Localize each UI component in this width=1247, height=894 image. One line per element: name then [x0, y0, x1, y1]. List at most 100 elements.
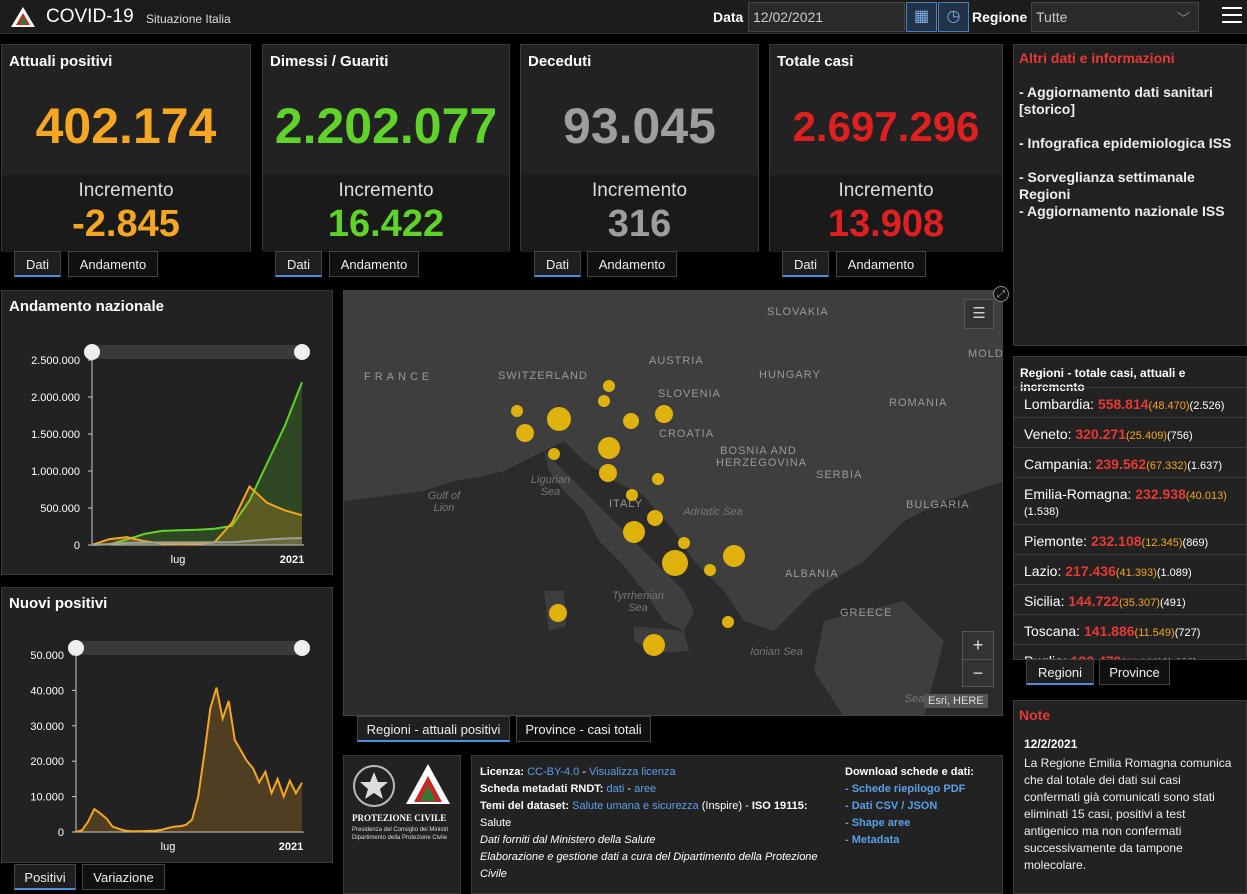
card-increment-label: Incremento [338, 180, 434, 201]
region-select[interactable]: Tutte ﹀ [1031, 2, 1199, 32]
download-metadata-link[interactable]: - Metadata [845, 834, 900, 846]
tab-dati[interactable]: Dati [782, 251, 829, 277]
tab-province-casi-totali[interactable]: Province - casi totali [516, 716, 651, 742]
tab-variazione[interactable]: Variazione [82, 864, 165, 890]
map-label-moldova: MOLD [968, 348, 1003, 360]
download-shape-link[interactable]: - Shape aree [845, 817, 911, 829]
region-name: Puglia: [1024, 653, 1067, 659]
info-link-storico[interactable]: - Aggiornamento dati sanitari [storico] [1019, 84, 1213, 117]
tab-regioni-attuali-positivi[interactable]: Regioni - attuali positivi [357, 716, 510, 742]
card-value: 402.174 [35, 98, 217, 154]
tab-regioni[interactable]: Regioni [1026, 659, 1094, 685]
licenza-link[interactable]: CC-BY-4.0 [527, 766, 580, 778]
region-row[interactable]: Sicilia: 144.722(35.307)(491) [1014, 584, 1246, 617]
map-bubble[interactable] [652, 473, 664, 485]
app-subtitle: Situazione Italia [146, 12, 231, 26]
legend-list-icon[interactable]: ☰ [964, 299, 994, 329]
hamburger-menu-icon[interactable] [1222, 7, 1242, 25]
region-total: 144.722 [1068, 593, 1119, 609]
series-line [91, 381, 303, 546]
range-slider-handle-right[interactable] [294, 344, 310, 360]
tab-dati[interactable]: Dati [275, 251, 322, 277]
fornitura-text: Dati forniti dal Ministero della Salute [480, 834, 656, 846]
range-slider-handle-left[interactable] [68, 640, 84, 656]
map-label-croatia: CROATIA [659, 428, 715, 440]
info-link-aggiornamento-iss[interactable]: - Aggiornamento nazionale ISS [1019, 203, 1225, 219]
chevron-down-icon: ﹀ [1176, 11, 1190, 26]
range-slider-track[interactable] [76, 641, 302, 655]
card-increment-value: -2.845 [72, 203, 180, 245]
map-bubble[interactable] [722, 616, 734, 628]
download-pdf-link[interactable]: - Schede riepilogo PDF [845, 783, 966, 795]
visualizza-licenza-link[interactable]: Visualizza licenza [589, 766, 676, 778]
region-row[interactable]: Lombardia: 558.814(48.470)(2.526) [1014, 387, 1246, 420]
tab-province[interactable]: Province [1099, 659, 1170, 685]
expand-icon[interactable]: ⤢ [993, 286, 1009, 302]
region-row[interactable]: Piemonte: 232.108(12.345)(869) [1014, 524, 1246, 557]
map-bubble[interactable] [603, 380, 615, 392]
map-attribution[interactable]: Esri, HERE [924, 694, 988, 708]
map-bubble[interactable] [678, 537, 690, 549]
calendar-icon[interactable]: ▦ [906, 2, 937, 32]
region-active: (11.549) [1134, 627, 1175, 639]
region-row[interactable]: Puglia: 132.479(41.192)(1.099) [1014, 644, 1246, 659]
info-link-sorveglianza[interactable]: - Sorveglianza settimanale Regioni [1019, 169, 1195, 202]
map-bubble[interactable] [547, 407, 571, 431]
y-tick-label: 20.000 [30, 756, 64, 768]
date-label: Data [713, 9, 744, 25]
series-line [91, 537, 303, 546]
x-tick-label: lug [161, 841, 176, 853]
map-bubble[interactable] [623, 413, 639, 429]
range-slider-handle-right[interactable] [294, 640, 310, 656]
tab-dati[interactable]: Dati [14, 251, 61, 277]
card-title: Attuali positivi [9, 53, 113, 70]
card-title: Deceduti [528, 53, 592, 70]
temi-label: Temi del dataset: [480, 800, 570, 812]
tab-andamento[interactable]: Andamento [836, 251, 926, 277]
region-row[interactable]: Campania: 239.562(67.332)(1.637) [1014, 447, 1246, 480]
tab-andamento[interactable]: Andamento [587, 251, 677, 277]
map-bubble[interactable] [599, 464, 617, 482]
regions-panel[interactable]: Regioni - totale casi, attuali e increme… [1013, 356, 1247, 660]
clock-icon[interactable]: ◷ [938, 2, 969, 32]
map-bubble[interactable] [626, 489, 638, 501]
map-bubble[interactable] [598, 395, 610, 407]
region-row[interactable]: Veneto: 320.271(25.409)(756) [1014, 417, 1246, 450]
tab-andamento[interactable]: Andamento [68, 251, 158, 277]
range-slider-track[interactable] [92, 345, 302, 359]
date-input[interactable]: 12/02/2021 [748, 2, 905, 32]
map-bubble[interactable] [548, 448, 560, 460]
region-name: Piemonte: [1024, 533, 1088, 549]
download-csv-link[interactable]: - Dati CSV / JSON [845, 800, 938, 812]
scheda-dati-link[interactable]: dati [606, 783, 625, 795]
map-bubble[interactable] [623, 521, 645, 543]
region-row[interactable]: Lazio: 217.436(41.393)(1.089) [1014, 554, 1246, 587]
map-bubble[interactable] [704, 564, 716, 576]
map-bubble[interactable] [643, 634, 665, 656]
info-link-infografica[interactable]: - Infografica epidemiologica ISS [1019, 135, 1232, 151]
y-tick-label: 2.500.000 [31, 355, 80, 367]
map-bubble[interactable] [647, 510, 663, 526]
tab-positivi[interactable]: Positivi [14, 864, 76, 890]
map-bubble[interactable] [511, 405, 523, 417]
logo-text-protezione-civile: PROTEZIONE CIVILE [352, 813, 447, 823]
range-slider-handle-left[interactable] [84, 344, 100, 360]
map-bubble[interactable] [516, 424, 534, 442]
map-bubble[interactable] [549, 604, 567, 622]
temi-link[interactable]: Salute umana e sicurezza [572, 800, 699, 812]
map-bubble[interactable] [662, 550, 688, 576]
region-row[interactable]: Emilia-Romagna: 232.938(40.013) (1.538) [1014, 477, 1246, 526]
map-bubble[interactable] [723, 545, 745, 567]
map-bubble[interactable] [655, 405, 673, 423]
map-bubble[interactable] [598, 437, 620, 459]
map-label-slovenia: SLOVENIA [658, 388, 722, 400]
region-row[interactable]: Toscana: 141.886(11.549)(727) [1014, 614, 1246, 647]
tab-dati[interactable]: Dati [534, 251, 581, 277]
zoom-in-button[interactable]: + [963, 632, 993, 660]
map-view[interactable]: SLOVAKIA AUSTRIA HUNGARY MOLD FRANCE SWI… [343, 290, 1003, 716]
logo-text-presidenza: Presidenza del Consiglio dei Ministri [352, 827, 449, 833]
y-tick-label: 500.000 [40, 503, 80, 515]
zoom-out-button[interactable]: − [972, 663, 984, 683]
tab-andamento[interactable]: Andamento [329, 251, 419, 277]
scheda-aree-link[interactable]: aree [634, 783, 657, 795]
